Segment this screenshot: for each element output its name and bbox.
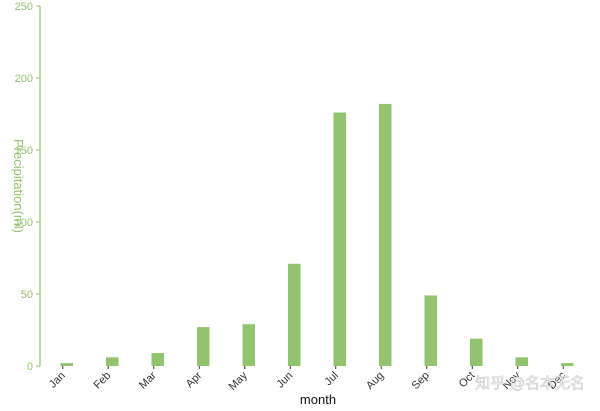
- bar-mar: [151, 353, 164, 366]
- bar-jun: [288, 263, 301, 366]
- bar-dec: [561, 363, 574, 366]
- bars: [60, 103, 574, 367]
- x-axis-title: month: [300, 392, 336, 407]
- y-tick-label: 0: [27, 361, 33, 373]
- x-tick-label: May: [227, 369, 251, 393]
- y-tick-label: 50: [21, 289, 33, 301]
- y-axis: 0 50 100 150 200 250: [15, 1, 41, 373]
- x-tick-label: Aug: [364, 370, 386, 392]
- x-tick-label: Feb: [91, 370, 113, 392]
- bar-nov: [515, 357, 528, 366]
- x-tick-label: Jun: [274, 370, 295, 391]
- y-tick-label: 100: [15, 217, 33, 229]
- x-tick-label: Sep: [410, 370, 432, 392]
- x-tick-label: Apr: [184, 369, 205, 390]
- bar-feb: [106, 357, 119, 366]
- bar-apr: [197, 327, 210, 366]
- bar-sep: [424, 295, 437, 366]
- bar-jan: [60, 363, 73, 366]
- bar-jul: [333, 112, 346, 366]
- y-tick-label: 250: [15, 1, 33, 13]
- bar-aug: [379, 103, 392, 367]
- x-tick-label: Jan: [47, 370, 68, 391]
- bar-may: [242, 324, 255, 366]
- watermark-text: 知乎 @名本无名: [475, 374, 585, 392]
- x-tick-label: Mar: [137, 369, 159, 391]
- y-axis-title: Precipitation(ml): [11, 139, 26, 233]
- y-tick-label: 200: [15, 73, 33, 85]
- bar-oct: [470, 338, 483, 366]
- x-tick-label: Jul: [322, 370, 340, 388]
- y-tick-label: 150: [15, 145, 33, 157]
